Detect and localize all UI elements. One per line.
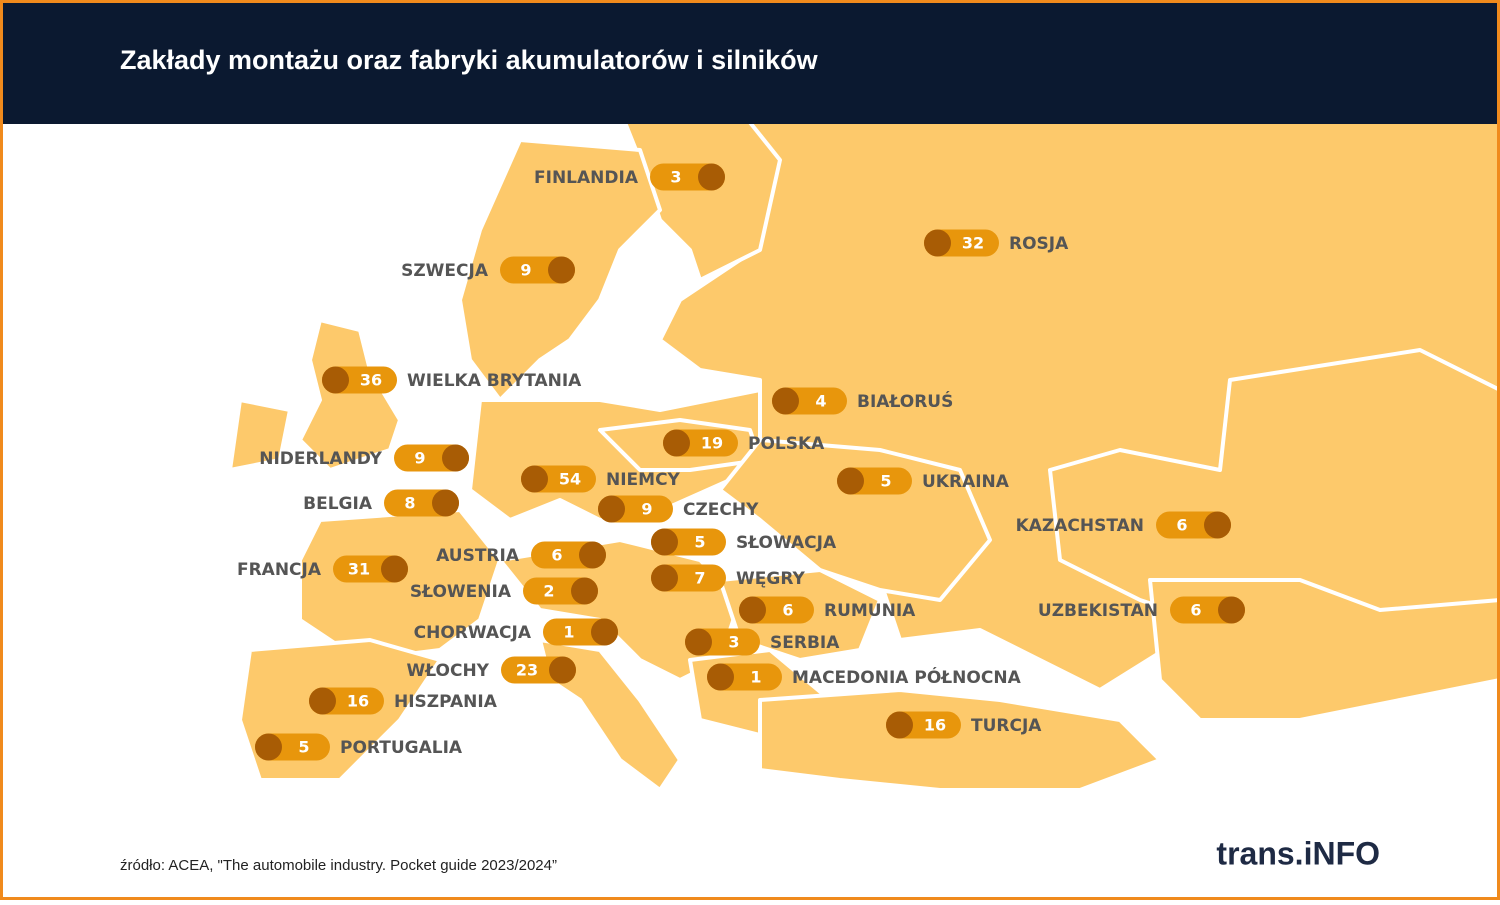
count: 23 [516, 661, 538, 680]
pill-dot [739, 596, 766, 624]
country-label: BIAŁORUŚ [857, 390, 953, 412]
pill-dot [837, 467, 864, 495]
pill-dot [1204, 511, 1231, 539]
count: 5 [694, 533, 705, 552]
pill-dot [571, 577, 598, 605]
country-label: WŁOCHY [406, 661, 489, 681]
country-label: SŁOWACJA [736, 533, 837, 553]
country-label: HISZPANIA [394, 692, 498, 712]
count: 3 [670, 168, 681, 187]
count: 6 [782, 601, 793, 620]
pill-dot [381, 555, 408, 583]
pill-dot [698, 163, 725, 191]
pill-dot [1218, 596, 1245, 624]
logo: trans.iNFO [1216, 835, 1380, 871]
pill-dot [886, 711, 913, 739]
count: 1 [563, 623, 574, 642]
count: 8 [404, 494, 415, 513]
count: 2 [543, 582, 554, 601]
country-label: WĘGRY [736, 569, 805, 589]
pill-dot [651, 564, 678, 592]
pill-dot [685, 628, 712, 656]
country-label: FINLANDIA [534, 168, 639, 188]
count: 19 [701, 434, 723, 453]
count: 31 [348, 560, 370, 579]
count: 54 [559, 470, 581, 489]
count: 6 [1176, 516, 1187, 535]
country-label: BELGIA [303, 494, 373, 514]
pill-dot [651, 528, 678, 556]
country-label: PORTUGALIA [340, 738, 463, 758]
pill-dot [549, 656, 576, 684]
country-label: CZECHY [683, 500, 759, 520]
pill-dot [598, 495, 625, 523]
pill-dot [255, 733, 282, 761]
count: 9 [414, 449, 425, 468]
country-label: RUMUNIA [824, 601, 916, 621]
count: 6 [551, 546, 562, 565]
count: 4 [815, 392, 826, 411]
count: 9 [520, 261, 531, 280]
pill-dot [548, 256, 575, 284]
header-bar [0, 0, 1500, 124]
pill-dot [432, 489, 459, 517]
pill-dot [322, 366, 349, 394]
pill-dot [521, 465, 548, 493]
country-label: ROSJA [1009, 234, 1069, 254]
pill-dot [924, 229, 951, 257]
pill-dot [707, 663, 734, 691]
title: Zakłady montażu oraz fabryki akumulatoró… [120, 45, 819, 75]
pill-dot [591, 618, 618, 646]
country-label: AUSTRIA [436, 546, 520, 566]
count: 36 [360, 371, 382, 390]
country-label: UKRAINA [922, 472, 1010, 492]
count: 9 [641, 500, 652, 519]
pill-dot [309, 687, 336, 715]
count: 16 [924, 716, 946, 735]
country-label: NIDERLANDY [259, 449, 382, 469]
country-label: SŁOWENIA [410, 582, 512, 602]
country-label: SERBIA [770, 633, 840, 653]
count: 32 [962, 234, 984, 253]
country-label: CHORWACJA [414, 623, 532, 643]
country-label: MACEDONIA PÓŁNOCNA [792, 666, 1022, 688]
country-label: WIELKA BRYTANIA [407, 371, 582, 391]
source: źródło: ACEA, "The automobile industry. … [120, 857, 557, 874]
country-label: FRANCJA [237, 560, 322, 580]
country-label: KAZACHSTAN [1016, 516, 1144, 536]
country-label: NIEMCY [606, 470, 681, 490]
count: 7 [694, 569, 705, 588]
country-label: UZBEKISTAN [1038, 601, 1158, 621]
count: 3 [728, 633, 739, 652]
count: 16 [347, 692, 369, 711]
count: 1 [750, 668, 761, 687]
count: 5 [880, 472, 891, 491]
country-label: TURCJA [971, 716, 1042, 736]
country-label: SZWECJA [401, 261, 489, 281]
country-label: POLSKA [748, 434, 825, 454]
pill-dot [442, 444, 469, 472]
pill-dot [772, 387, 799, 415]
pill-dot [663, 429, 690, 457]
count: 5 [298, 738, 309, 757]
count: 6 [1190, 601, 1201, 620]
pill-dot [579, 541, 606, 569]
